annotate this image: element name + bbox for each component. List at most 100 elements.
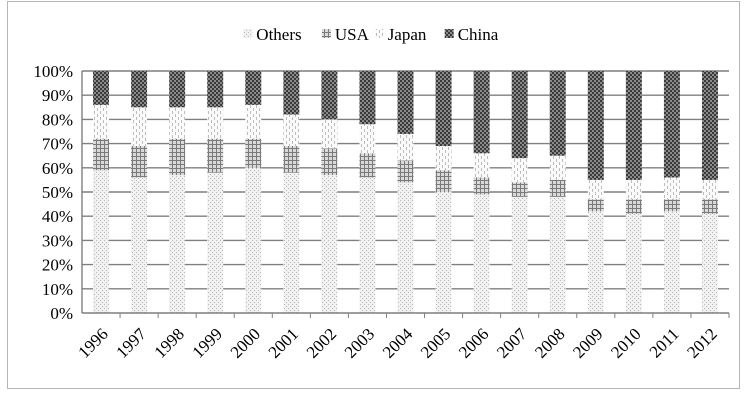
x-tick-label: 1997 xyxy=(112,324,150,362)
bar-segment-others-2002 xyxy=(321,175,338,313)
bar-segment-others-2010 xyxy=(625,213,642,313)
legend-label-china: China xyxy=(458,25,499,44)
y-axis-tick-labels: 0% 10% 20% 30% 40% 50% 60% 70% 80% 90% 100% xyxy=(33,62,73,323)
bar-segment-china-2005 xyxy=(435,71,452,147)
bar-segment-usa-2002 xyxy=(321,148,338,176)
bar-segment-usa-2001 xyxy=(283,146,300,173)
bar-segment-china-2003 xyxy=(359,71,376,125)
bar-segment-china-1999 xyxy=(207,71,224,108)
x-tick-label: 1999 xyxy=(189,324,226,361)
y-tick-label: 70% xyxy=(42,135,73,154)
bar-segment-usa-1998 xyxy=(169,138,186,176)
bar-segment-others-2005 xyxy=(435,192,452,313)
x-tick-label: 1996 xyxy=(74,324,111,361)
bar-segment-japan-2000 xyxy=(245,104,262,139)
bar-segment-usa-2012 xyxy=(701,199,718,214)
x-tick-label: 2010 xyxy=(607,324,644,361)
x-tick-label: 2002 xyxy=(303,324,340,361)
y-tick-label: 40% xyxy=(42,207,73,226)
legend: Others USA Japan China xyxy=(243,25,499,44)
y-tick-label: 0% xyxy=(50,304,73,323)
legend-swatch-usa xyxy=(321,29,331,38)
bar-segment-japan-2005 xyxy=(435,146,452,171)
y-tick-label: 20% xyxy=(42,256,73,275)
bar-segment-china-2012 xyxy=(701,71,718,180)
x-axis-tick-labels: 1996 1997 1998 1999 2000 2001 2002 2003 2004 2005… xyxy=(74,324,720,362)
bar-segment-usa-2009 xyxy=(587,199,604,212)
bar-segment-others-1999 xyxy=(207,172,224,313)
bar-segment-china-2008 xyxy=(549,71,566,156)
bar-segment-japan-2009 xyxy=(587,179,604,200)
bar-segment-japan-2012 xyxy=(701,179,718,200)
bar-segment-japan-2001 xyxy=(283,114,300,147)
bar-segment-japan-2008 xyxy=(549,155,566,180)
bar-segment-china-2007 xyxy=(511,71,528,159)
bar-segment-usa-1997 xyxy=(131,146,148,178)
legend-label-usa: USA xyxy=(335,25,370,44)
bar-segment-china-2004 xyxy=(397,71,414,134)
x-tick-label: 2006 xyxy=(455,324,492,361)
bar-segment-others-1997 xyxy=(131,177,148,313)
bar-segment-china-2011 xyxy=(663,71,680,178)
bar-segment-others-2009 xyxy=(587,211,604,313)
bar-segment-usa-2007 xyxy=(511,182,528,197)
bar-segment-japan-2010 xyxy=(625,179,642,200)
bar-segment-usa-2006 xyxy=(473,177,490,195)
bar-segment-usa-2011 xyxy=(663,199,680,212)
bars xyxy=(93,71,718,313)
bar-segment-japan-2002 xyxy=(321,119,338,149)
x-tick-label: 2008 xyxy=(531,324,568,361)
x-tick-label: 2012 xyxy=(683,324,720,361)
legend-label-japan: Japan xyxy=(388,25,427,44)
x-tick-label: 2007 xyxy=(493,324,531,362)
x-tick-label: 2001 xyxy=(265,324,302,361)
bar-segment-others-2007 xyxy=(511,196,528,313)
bar-segment-china-2002 xyxy=(321,71,338,120)
x-tick-label: 2005 xyxy=(417,324,454,361)
bar-segment-japan-1998 xyxy=(169,107,186,139)
y-tick-label: 30% xyxy=(42,231,73,250)
y-tick-label: 100% xyxy=(33,62,73,81)
bar-segment-japan-2003 xyxy=(359,124,376,154)
bar-segment-others-2012 xyxy=(701,213,718,313)
bar-segment-japan-1996 xyxy=(93,104,110,139)
bar-segment-china-2001 xyxy=(283,71,300,115)
x-tick-label: 2000 xyxy=(227,324,264,361)
legend-swatch-japan xyxy=(374,29,384,38)
bar-segment-usa-2008 xyxy=(549,179,566,197)
axes xyxy=(81,71,730,318)
bar-segment-others-2003 xyxy=(359,177,376,313)
legend-swatch-others xyxy=(243,29,253,38)
bar-segment-china-2006 xyxy=(473,71,490,154)
bar-segment-japan-2006 xyxy=(473,153,490,178)
bar-segment-others-2008 xyxy=(549,196,566,313)
bar-segment-japan-1999 xyxy=(207,107,224,139)
bar-segment-china-1996 xyxy=(93,71,110,105)
y-tick-label: 50% xyxy=(42,183,73,202)
bar-segment-usa-2003 xyxy=(359,153,376,178)
bar-segment-japan-2011 xyxy=(663,177,680,200)
bar-segment-usa-2010 xyxy=(625,199,642,214)
bar-segment-others-1998 xyxy=(169,175,186,313)
x-tick-label: 2003 xyxy=(341,324,378,361)
legend-label-others: Others xyxy=(256,25,301,44)
bar-segment-china-2000 xyxy=(245,71,262,105)
x-tick-label: 2011 xyxy=(646,324,683,361)
y-tick-label: 60% xyxy=(42,159,73,178)
bar-segment-usa-2004 xyxy=(397,160,414,183)
bar-segment-others-2000 xyxy=(245,167,262,313)
bar-segment-others-2004 xyxy=(397,182,414,313)
bar-segment-japan-2007 xyxy=(511,158,528,183)
y-tick-label: 10% xyxy=(42,280,73,299)
bar-segment-others-2001 xyxy=(283,172,300,313)
bar-segment-usa-2000 xyxy=(245,138,262,168)
bar-segment-china-1998 xyxy=(169,71,186,108)
x-tick-label: 2009 xyxy=(569,324,606,361)
bar-segment-usa-1999 xyxy=(207,138,224,173)
x-tick-label: 1998 xyxy=(150,324,187,361)
bar-segment-japan-1997 xyxy=(131,107,148,147)
bar-segment-japan-2004 xyxy=(397,133,414,161)
bar-segment-others-2006 xyxy=(473,194,490,313)
bar-segment-others-1996 xyxy=(93,170,110,313)
